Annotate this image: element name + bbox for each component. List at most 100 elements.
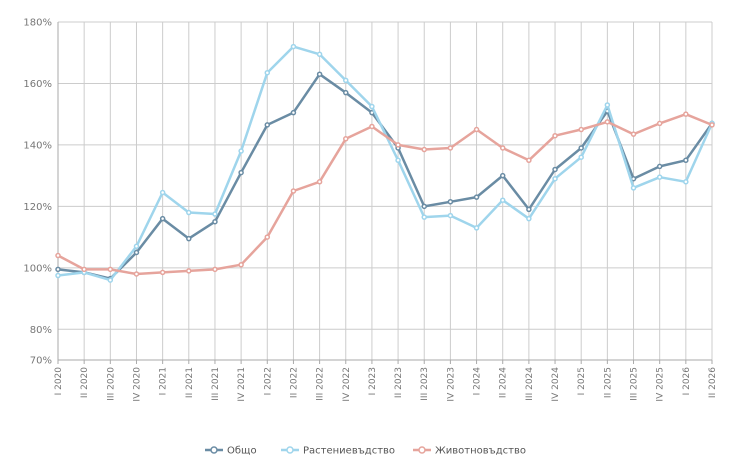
data-point — [526, 206, 532, 213]
legend-marker — [286, 446, 294, 454]
data-point — [316, 71, 323, 77]
y-tick-label: 80% — [30, 325, 52, 336]
legend-marker — [418, 446, 426, 454]
x-tick-label: III 2025 — [630, 367, 640, 401]
data-point — [369, 123, 375, 130]
data-point — [552, 132, 558, 139]
grid — [57, 21, 713, 361]
data-point — [578, 145, 584, 151]
x-tick-label: II 2021 — [185, 367, 195, 398]
x-tick-label: I 2023 — [368, 367, 378, 395]
y-tick-label: 70% — [30, 356, 52, 367]
data-point — [421, 203, 427, 210]
data-point — [630, 185, 637, 191]
data-point — [709, 122, 715, 128]
data-point — [473, 225, 480, 231]
data-point — [683, 111, 689, 117]
data-point — [343, 77, 349, 84]
data-point — [186, 209, 192, 216]
y-tick-label: 180% — [23, 18, 52, 29]
data-point — [264, 69, 271, 76]
x-tick-label: III 2020 — [106, 367, 116, 401]
data-point — [159, 215, 166, 222]
x-tick-label: III 2022 — [316, 367, 326, 401]
data-point — [159, 269, 166, 276]
data-point — [683, 179, 689, 185]
x-tick-label: III 2021 — [211, 367, 221, 401]
data-point — [316, 179, 323, 185]
series-2 — [55, 43, 715, 283]
data-point — [683, 157, 689, 164]
data-point — [499, 172, 506, 179]
x-tick-label: IV 2021 — [237, 367, 247, 402]
x-tick-label: IV 2020 — [132, 367, 142, 402]
series-1 — [55, 71, 715, 282]
x-tick-label: III 2024 — [525, 367, 535, 401]
legend-item[interactable]: Растениевъдство — [281, 446, 395, 457]
x-tick-label: II 2026 — [708, 367, 718, 398]
data-point — [133, 243, 140, 250]
data-point — [473, 126, 480, 133]
data-point — [238, 261, 244, 268]
x-tick-label: I 2020 — [54, 367, 64, 396]
legend-label: Общо — [227, 446, 257, 457]
data-point — [473, 194, 480, 200]
data-point — [630, 131, 637, 137]
data-point — [421, 146, 427, 153]
series-line — [56, 45, 714, 282]
x-tick-label: III 2023 — [420, 367, 430, 401]
x-tick-label: I 2021 — [159, 367, 169, 395]
data-point — [238, 148, 244, 154]
data-point — [447, 145, 454, 151]
data-point — [55, 266, 61, 273]
y-axis: 70% 80% 100% 120% 140% 160% 180% — [23, 18, 52, 367]
data-point — [526, 157, 532, 164]
data-point — [264, 234, 271, 240]
series-line — [56, 72, 714, 280]
data-point — [159, 189, 166, 196]
data-point — [552, 175, 558, 182]
data-point — [107, 266, 114, 273]
data-point — [499, 197, 506, 203]
data-point — [526, 215, 532, 222]
data-point — [395, 157, 401, 164]
x-tick-label: IV 2024 — [551, 367, 561, 402]
x-tick-label: II 2025 — [603, 367, 613, 398]
data-point — [107, 277, 114, 283]
data-point — [656, 174, 663, 180]
data-point — [186, 268, 192, 274]
data-point — [343, 89, 349, 96]
data-point — [552, 166, 558, 173]
data-point — [186, 235, 192, 242]
y-tick-label: 100% — [23, 263, 52, 274]
data-point — [343, 136, 349, 142]
x-tick-label: II 2020 — [80, 367, 90, 398]
data-point — [369, 103, 375, 110]
series-3 — [55, 111, 715, 277]
legend-label: Животновъдство — [435, 446, 526, 457]
x-tick-label: II 2022 — [289, 367, 299, 398]
data-point — [604, 102, 611, 108]
data-point — [290, 188, 297, 194]
data-point — [578, 154, 584, 160]
legend-item[interactable]: Общо — [205, 446, 257, 457]
data-point — [133, 249, 140, 256]
data-point — [238, 169, 244, 176]
legend-item[interactable]: Животновъдство — [413, 446, 526, 457]
data-point — [316, 51, 323, 58]
x-tick-label: I 2025 — [577, 367, 587, 395]
x-tick-label: II 2023 — [394, 367, 404, 398]
data-point — [290, 43, 297, 50]
x-tick-label: I 2024 — [473, 367, 483, 396]
y-tick-label: 140% — [23, 140, 52, 151]
x-tick-label: IV 2022 — [342, 367, 352, 402]
data-point — [290, 109, 297, 116]
series-line — [56, 112, 714, 276]
data-point — [212, 211, 218, 217]
data-point — [656, 163, 663, 170]
x-tick-label: II 2024 — [499, 367, 509, 398]
data-point — [656, 120, 663, 127]
x-tick-label: IV 2025 — [656, 367, 666, 402]
legend-label: Растениевъдство — [303, 446, 395, 457]
